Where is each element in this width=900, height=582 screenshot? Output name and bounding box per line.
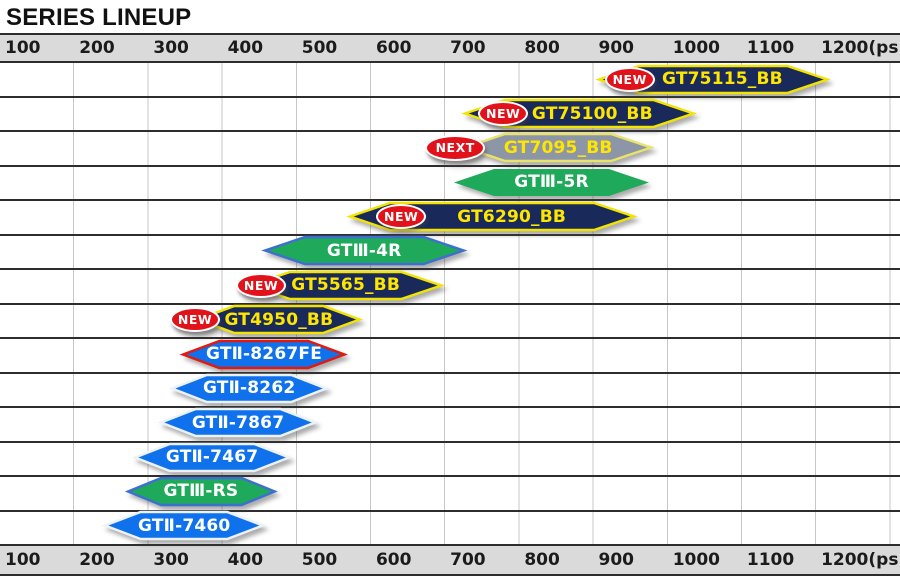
axis-tick-600: 600 xyxy=(375,550,412,570)
new-badge: NEW xyxy=(376,204,427,230)
series-bar-gt7095bb: GT7095_BB NEXT xyxy=(425,132,655,163)
series-label: GT4950_BB xyxy=(224,309,334,330)
axis-tick-300: 300 xyxy=(153,38,189,58)
series-bar-gt5565bb: GT5565_BB NEW xyxy=(236,270,445,301)
new-badge: NEW xyxy=(604,66,655,92)
axis-tick-800: 800 xyxy=(524,38,560,58)
grid-row xyxy=(0,201,900,236)
axis-tick-900: 900 xyxy=(598,38,635,58)
hexagon-shape xyxy=(131,442,293,472)
series-label: GTⅡ-7867 xyxy=(191,412,285,433)
axis-tick-100: 100 xyxy=(5,550,41,570)
series-label: GTⅡ-7460 xyxy=(138,515,231,536)
axis-tick-200: 200 xyxy=(79,550,115,570)
axis-tick-900: 900 xyxy=(598,550,635,570)
new-badge: NEW xyxy=(236,272,287,298)
grid-rows xyxy=(0,63,900,544)
series-label: GT5565_BB xyxy=(291,275,400,296)
hexagon-shape xyxy=(454,168,649,196)
hexagon-shape xyxy=(179,339,349,369)
page-title: SERIES LINEUP xyxy=(6,3,192,31)
hexagon-shape xyxy=(194,304,364,335)
top-axis: 100 200 300 400 500 600 700 800 900 1000 1100 1200(… xyxy=(0,33,900,63)
series-label: GTⅢ-5R xyxy=(514,172,589,193)
new-badge: NEW xyxy=(478,101,529,127)
series-bar-gt6290bb: GT6290_BB NEW xyxy=(346,201,638,232)
series-bar-gt7460: GTⅡ-7460 xyxy=(101,510,267,541)
grid-row xyxy=(0,305,900,339)
bottom-axis: 100 200 300 400 500 600 700 800 900 1000 1100 1200(… xyxy=(0,544,900,576)
axis-tick-800: 800 xyxy=(524,550,560,570)
series-bar-gt4950bb: GT4950_BB NEW xyxy=(170,304,364,335)
grid-row xyxy=(0,236,900,270)
grid-row xyxy=(0,132,900,167)
axis-tick-300: 300 xyxy=(153,550,189,570)
series-label: GTⅢ-4R xyxy=(326,240,402,261)
series-label: GT6290_BB xyxy=(457,206,567,227)
new-badge: NEW xyxy=(170,307,221,333)
grid-row xyxy=(0,98,900,132)
grid-row xyxy=(0,408,900,443)
series-bar-gt7467: GTⅡ-7467 xyxy=(131,442,293,473)
axis-tick-1100: 1100 xyxy=(746,38,795,58)
hexagon-shape xyxy=(168,373,330,404)
series-bar-gt75100bb: GT75100_BB NEW xyxy=(461,98,698,129)
axis-tick-400: 400 xyxy=(227,550,264,570)
hexagon-shape xyxy=(246,270,445,301)
title-bar: SERIES LINEUP xyxy=(0,0,900,33)
series-bar-gtrs: GTⅢ-RS xyxy=(124,476,278,507)
axis-tick-1200ps: 1200(ps) xyxy=(821,550,900,570)
axis-tick-100: 100 xyxy=(5,38,41,58)
series-label: GT7095_BB xyxy=(503,137,613,158)
series-label: GTⅢ-RS xyxy=(163,481,239,502)
hexagon-shape xyxy=(594,64,831,94)
grid-row xyxy=(0,63,900,98)
axis-tick-1000: 1000 xyxy=(672,38,721,58)
grid-area: GT75115_BB NEW GT75100_BB NEW GT7095_BB NEXT G… xyxy=(0,63,900,544)
hexagon-shape xyxy=(101,511,267,541)
series-label: GTⅡ-8262 xyxy=(202,378,296,399)
series-bar-gt75115bb: GT75115_BB NEW xyxy=(594,64,831,95)
grid-row xyxy=(0,443,900,477)
hexagon-shape xyxy=(461,133,655,163)
grid-row xyxy=(0,339,900,374)
grid-row xyxy=(0,270,900,305)
next-badge: NEXT xyxy=(425,134,486,161)
axis-tick-500: 500 xyxy=(301,550,338,570)
hexagon-shape xyxy=(124,476,278,507)
series-bar-gt8262: GTⅡ-8262 xyxy=(168,373,330,404)
grid-row xyxy=(0,167,900,201)
series-label: GT75100_BB xyxy=(531,103,653,124)
series-label: GTⅡ-8267FE xyxy=(205,344,323,365)
series-bar-gt5r: GTⅢ-5R xyxy=(452,167,651,198)
series-bar-gt4r: GTⅢ-4R xyxy=(261,235,468,266)
axis-tick-600: 600 xyxy=(375,38,412,58)
hexagon-shape xyxy=(261,236,468,266)
axis-tick-200: 200 xyxy=(79,38,115,58)
axis-tick-400: 400 xyxy=(227,38,264,58)
axis-tick-700: 700 xyxy=(450,550,486,570)
series-bars-layer: GT75115_BB NEW GT75100_BB NEW GT7095_BB NEXT G… xyxy=(0,63,900,544)
axis-tick-1200ps: 1200(ps) xyxy=(821,38,900,58)
hexagon-shape xyxy=(157,408,319,438)
bottom-spacer xyxy=(0,576,900,582)
series-bar-gt8267fe: GTⅡ-8267FE xyxy=(179,339,349,370)
series-bar-gt7867: GTⅡ-7867 xyxy=(157,407,319,438)
axis-tick-1100: 1100 xyxy=(746,550,795,570)
axis-tick-500: 500 xyxy=(301,38,338,58)
grid-row xyxy=(0,477,900,512)
axis-tick-700: 700 xyxy=(450,38,486,58)
series-label: GTⅡ-7467 xyxy=(165,447,259,468)
grid-row xyxy=(0,374,900,408)
series-label: GT75115_BB xyxy=(661,69,783,90)
axis-tick-1000: 1000 xyxy=(672,550,721,570)
